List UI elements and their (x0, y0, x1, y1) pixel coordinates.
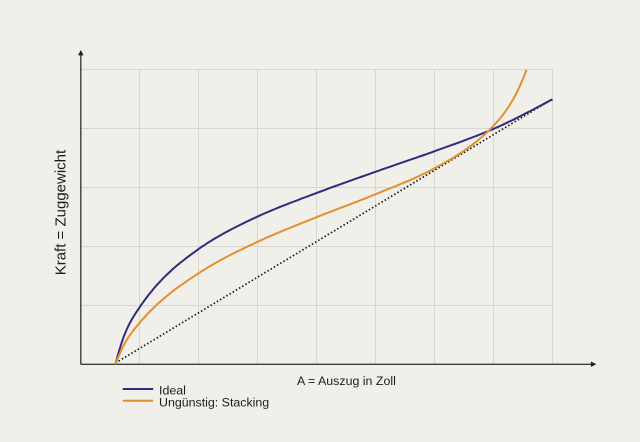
svg-text:Ideal: Ideal (159, 384, 186, 398)
svg-text:Ungünstig: Stacking: Ungünstig: Stacking (159, 396, 269, 410)
svg-text:Kraft = Zuggewicht: Kraft = Zuggewicht (53, 149, 70, 275)
svg-text:A = Auszug in Zoll: A = Auszug in Zoll (297, 374, 396, 388)
